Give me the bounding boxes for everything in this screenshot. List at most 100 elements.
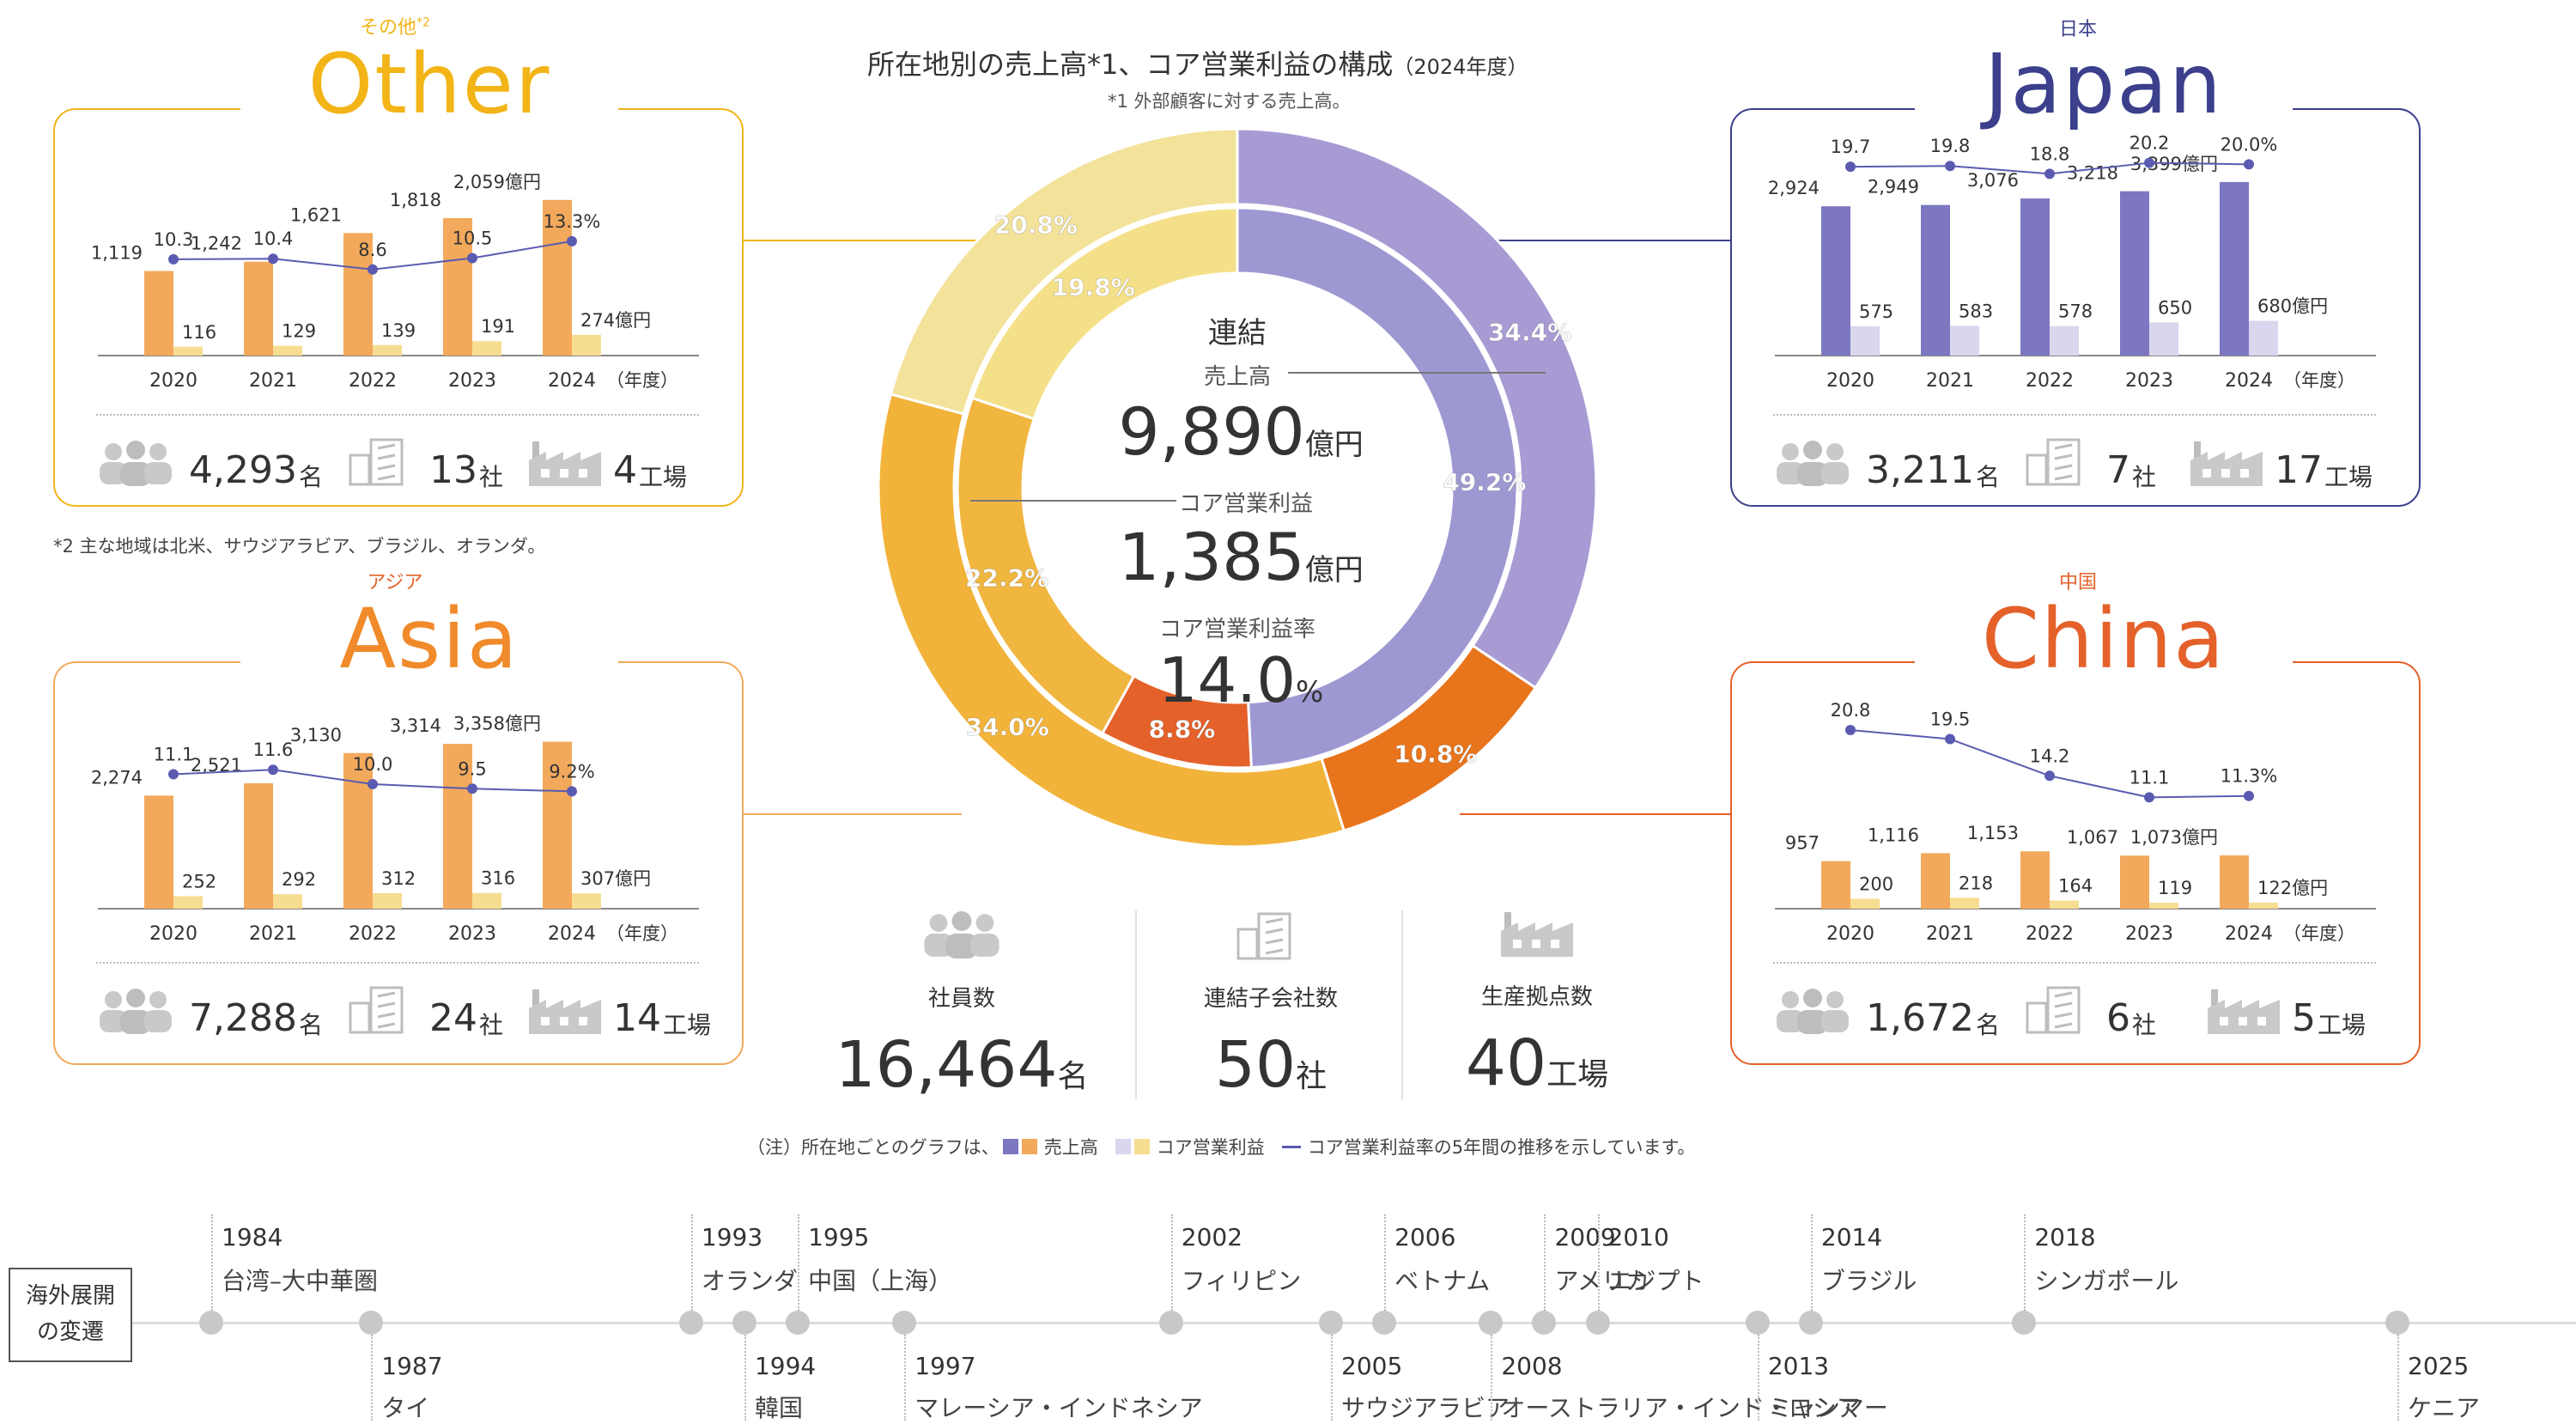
timeline-place: タイ — [381, 1394, 430, 1422]
japan-sales-bar — [1821, 206, 1850, 356]
china-profit-bar — [2050, 900, 2079, 909]
legend-note: （注）所在地ごとのグラフは、 売上高 コア営業利益 コア営業利益率の5年間の推移… — [747, 1134, 1695, 1159]
japan-sales-bar — [2120, 191, 2149, 356]
japan-profit-bar — [1850, 326, 1880, 356]
timeline-tick — [1757, 1335, 1759, 1421]
region-china-title: China — [1915, 598, 2293, 680]
china-margin-label: 19.5 — [1930, 709, 1971, 730]
asia-sales-bar — [343, 752, 373, 909]
center-profit-label: コア営業利益 — [1178, 491, 1313, 517]
timeline-year: 2014 — [1820, 1223, 1883, 1251]
center-label: 連結 — [1208, 316, 1267, 350]
companies-value: 7 — [2105, 448, 2130, 492]
region-japan-jp: 日本 — [2058, 19, 2097, 40]
timeline-place: ケニア — [2408, 1394, 2481, 1422]
timeline-dot — [2385, 1311, 2409, 1335]
other-sales-bar — [443, 218, 472, 356]
center-profit-value: 1,385 — [1118, 519, 1305, 595]
timeline-dot — [892, 1311, 917, 1335]
china-sales-label: 957 — [1785, 833, 1820, 854]
asia-sales-bar — [443, 744, 472, 909]
japan-year-label: 2021 — [1926, 370, 1974, 392]
center-sales: 9,890億円 — [1065, 393, 1417, 470]
timeline-place: マレーシア・インドネシア — [914, 1394, 1203, 1422]
asia-year-label: 2021 — [249, 923, 297, 945]
timeline-label-box: 海外展開の変遷 — [9, 1268, 132, 1362]
china-margin-point — [1945, 733, 1955, 745]
japan-sales-label: 3,218 — [2067, 163, 2118, 184]
timeline-year: 1995 — [808, 1223, 870, 1251]
employees-unit: 名 — [1975, 1011, 2000, 1039]
donut-outer-label-china: 10.8% — [1394, 739, 1477, 768]
legend-profit: コア営業利益 — [1156, 1137, 1265, 1158]
other-profit-label: 191 — [481, 316, 515, 337]
region-asia-title: Asia — [240, 598, 618, 680]
china-year-label: 2023 — [2125, 923, 2173, 945]
legend-margin: コア営業利益率の5年間の推移を示しています。 — [1307, 1137, 1696, 1158]
employees-unit: 名 — [1975, 463, 2000, 491]
legend-swatch-japan-light — [1115, 1139, 1131, 1154]
asia-profit-bar — [472, 892, 501, 909]
other-margin-label: 10.4 — [253, 228, 294, 249]
other-profit-label: 139 — [381, 320, 416, 341]
timeline-year: 2025 — [2408, 1352, 2470, 1380]
asia-margin-label: 11.6 — [253, 739, 294, 760]
donut-inner-label-other: 19.8% — [1052, 273, 1135, 301]
asia-profit-label: 307億円 — [580, 868, 651, 889]
region-china-jp: 中国 — [2058, 572, 2097, 593]
timeline-axis — [132, 1322, 2576, 1324]
timeline-place: 中国（上海） — [808, 1267, 953, 1295]
timeline-dot — [199, 1311, 223, 1335]
chart-japan: 2,924 575 2020 2,949 583 2021 3,076 578 2022 3,21… — [1768, 133, 2376, 392]
other-sales-label: 1,242 — [191, 234, 242, 254]
timeline-dot — [359, 1311, 384, 1335]
other-margin-label: 13.3% — [544, 211, 601, 232]
other-margin-label: 8.6 — [358, 240, 386, 260]
japan-year-label: 2020 — [1826, 370, 1874, 392]
total-unit: 工場 — [1546, 1057, 1609, 1092]
factories-value: 14 — [613, 996, 661, 1040]
people-icon — [807, 910, 1116, 962]
timeline-place: シンガポール — [2034, 1267, 2179, 1295]
timeline-tick — [1384, 1214, 1387, 1311]
timeline-tick — [1491, 1335, 1493, 1421]
timeline-label: 海外展開の変遷 — [25, 1283, 115, 1345]
japan-margin-point — [1945, 161, 1955, 172]
japan-sales-label: 3,076 — [1967, 170, 2019, 191]
china-margin-point — [2244, 790, 2254, 801]
factories-unit: 工場 — [2318, 1011, 2366, 1039]
other-margin-label: 10.5 — [453, 228, 493, 249]
timeline-place: フィリピン — [1181, 1267, 1302, 1295]
asia-margin-label: 11.1 — [154, 744, 194, 764]
center-sales-unit: 億円 — [1304, 428, 1364, 462]
region-asia-jp: アジア — [367, 572, 423, 593]
people-icon — [94, 440, 177, 490]
asia-sales-label: 2,274 — [91, 767, 143, 788]
asia-margin-label: 10.0 — [353, 754, 393, 775]
other-year-label: 2020 — [149, 370, 197, 392]
other-profit-bar — [273, 345, 302, 356]
legend-swatch-japan — [1002, 1139, 1018, 1154]
asia-margin-point — [567, 786, 577, 797]
japan-margin-point — [2144, 157, 2154, 168]
center-margin-value: 14.0 — [1157, 644, 1296, 716]
companies-unit: 社 — [2131, 1011, 2156, 1039]
timeline-year: 1987 — [381, 1352, 443, 1380]
total-divider-1 — [1135, 910, 1137, 1099]
chart-china: 957 200 2020 1,116 218 2021 1,153 164 2022 1,067 1… — [1775, 700, 2376, 945]
timeline-dot — [1745, 1311, 1770, 1335]
asia-profit-label: 252 — [182, 871, 216, 892]
timeline-tick — [2024, 1214, 2026, 1311]
building-icon — [349, 436, 417, 490]
center-sales-line — [1288, 372, 1546, 374]
stats-asia: 7,288 名 24 社 14 工場 — [94, 984, 711, 1038]
japan-profit-bar — [2050, 326, 2079, 356]
asia-sales-label: 3,358億円 — [453, 714, 541, 734]
asia-sales-bar — [543, 741, 572, 909]
factories-value: 17 — [2275, 448, 2323, 492]
timeline-tick — [690, 1214, 693, 1311]
factory-icon — [1408, 910, 1666, 962]
footnote-2: *2 主な地域は北米、サウジアラビア、ブラジル、オランダ。 — [53, 536, 546, 557]
china-profit-label: 218 — [1959, 873, 1993, 893]
china-sales-label: 1,153 — [1967, 823, 2019, 843]
